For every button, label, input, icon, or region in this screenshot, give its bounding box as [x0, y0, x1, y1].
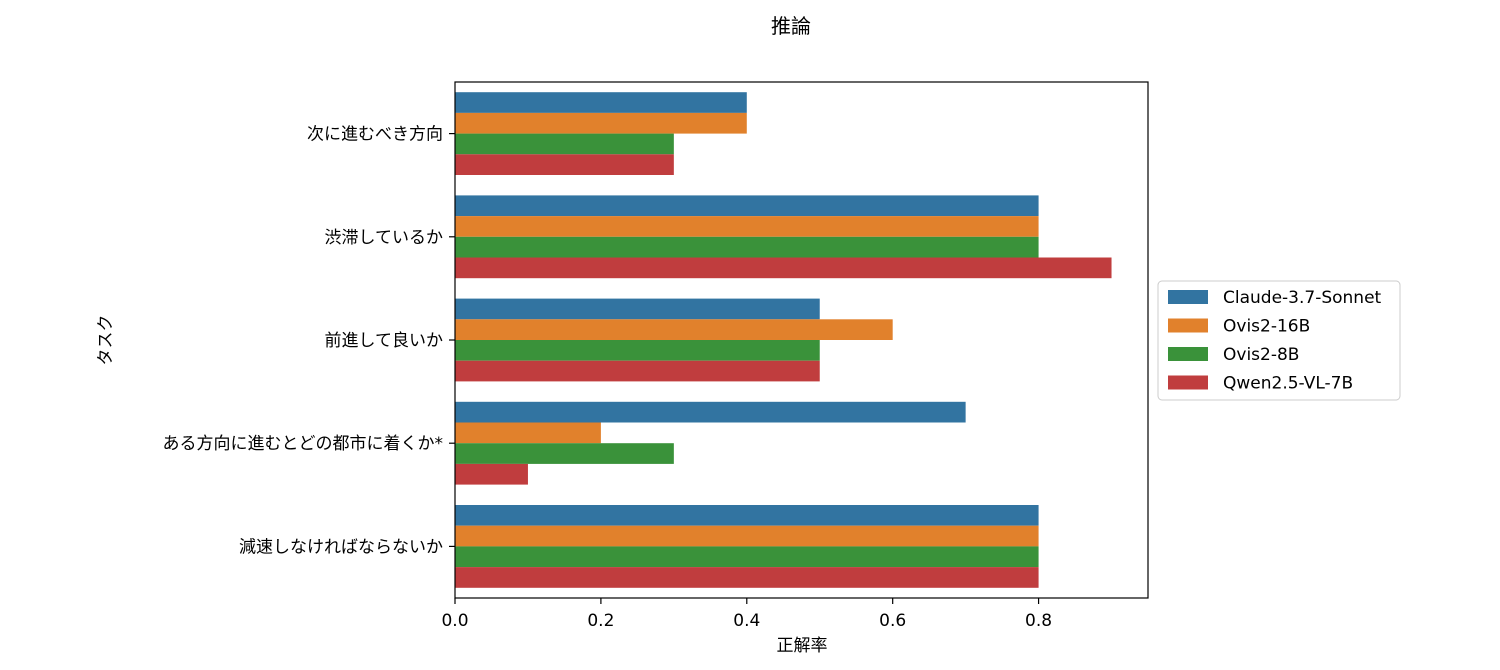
bar [455, 505, 1039, 526]
bar [455, 154, 674, 175]
bar [455, 546, 1039, 568]
x-axis-label: 正解率 [777, 636, 828, 656]
y-tick-label: 渋滞しているか [325, 228, 444, 248]
bar [455, 319, 893, 340]
x-tick-label: 0.6 [879, 611, 906, 631]
bar [455, 236, 1039, 258]
legend-label: Ovis2-8B [1223, 345, 1299, 365]
bar [455, 195, 1039, 217]
legend-swatch [1168, 318, 1208, 333]
y-tick-label: 次に進むべき方向 [307, 125, 443, 145]
x-tick-label: 0.4 [733, 611, 760, 631]
chart-title: 推論 [771, 14, 811, 38]
legend-swatch [1168, 347, 1208, 361]
legend-label: Qwen2.5-VL-7B [1223, 374, 1353, 394]
bars-group [455, 92, 1112, 588]
y-axis-label: タスク [96, 315, 116, 366]
x-tick-label: 0.0 [441, 611, 468, 631]
y-tick-label: ある方向に進むとどの都市に着くか* [163, 434, 444, 454]
bar [455, 463, 528, 485]
y-tick-label: 前進して良いか [325, 331, 444, 351]
bar [455, 525, 1039, 547]
x-tick-label: 0.2 [587, 611, 614, 631]
bar [455, 133, 674, 155]
y-tick-label: 減速しなければならないか [239, 537, 443, 557]
legend-swatch [1168, 290, 1208, 304]
bar [455, 443, 674, 464]
bar [455, 567, 1039, 588]
bar [455, 216, 1039, 237]
bar [455, 360, 820, 382]
bar [455, 298, 820, 320]
bar [455, 257, 1112, 279]
bar [455, 422, 601, 444]
x-ticks-group: 0.0 0.2 0.4 0.6 0.8 [441, 598, 1052, 631]
legend-frame [1157, 280, 1401, 401]
legend-swatch [1168, 375, 1208, 390]
legend: Claude-3.7-Sonnet Ovis2-16B Ovis2-8B Qwen2.… [1157, 280, 1401, 401]
bar [455, 92, 747, 113]
bar [455, 401, 966, 423]
legend-label: Ovis2-16B [1223, 317, 1310, 337]
legend-label: Claude-3.7-Sonnet [1223, 288, 1382, 308]
bar [455, 340, 820, 361]
x-tick-label: 0.8 [1025, 611, 1052, 631]
bar [455, 112, 747, 134]
plot-frame [454, 81, 1149, 599]
